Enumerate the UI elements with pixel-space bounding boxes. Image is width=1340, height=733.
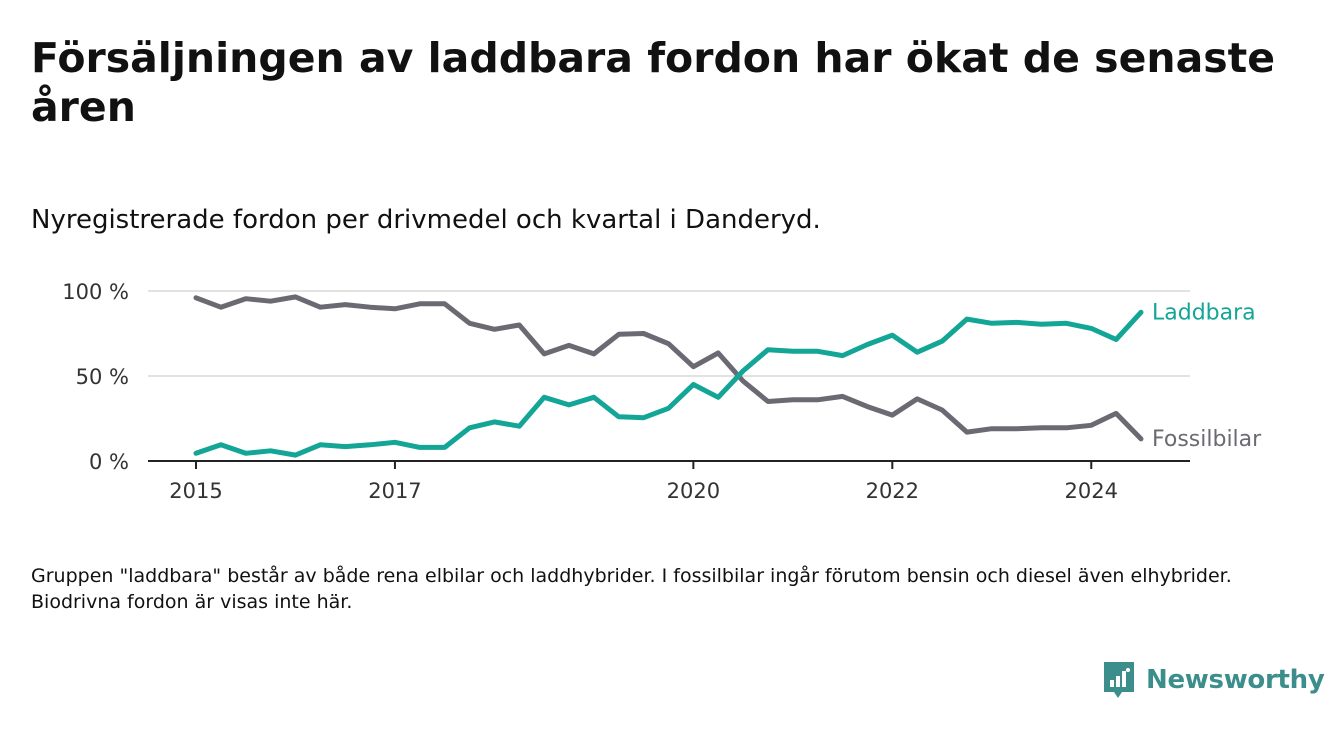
y-tick-label: 0 % <box>89 450 129 474</box>
chart-subtitle: Nyregistrerade fordon per drivmedel och … <box>31 205 821 235</box>
newsworthy-bar-chart-icon <box>1104 662 1134 698</box>
logo-text: Newsworthy <box>1146 665 1325 695</box>
y-tick-label: 50 % <box>76 365 129 389</box>
series-label-fossilbilar: Fossilbilar <box>1152 427 1262 452</box>
x-tick-label: 2015 <box>169 479 222 503</box>
chart-title: Försäljningen av laddbara fordon har öka… <box>31 34 1276 131</box>
series-label-laddbara: Laddbara <box>1152 300 1256 325</box>
x-tick-label: 2017 <box>368 479 421 503</box>
series-line-fossilbilar <box>193 294 1144 442</box>
x-tick-label: 2022 <box>866 479 919 503</box>
series-line-laddbara <box>193 309 1144 458</box>
newsworthy-logo: Newsworthy <box>1102 660 1325 700</box>
chart-footnote: Gruppen "laddbara" består av både rena e… <box>31 565 1232 613</box>
y-tick-label: 100 % <box>62 280 129 304</box>
line-chart: 0 % 50 % 100 % 2015 2017 2020 2022 2024 Fossilb… <box>62 280 1262 503</box>
x-tick-label: 2020 <box>667 479 720 503</box>
x-tick-label: 2024 <box>1065 479 1118 503</box>
